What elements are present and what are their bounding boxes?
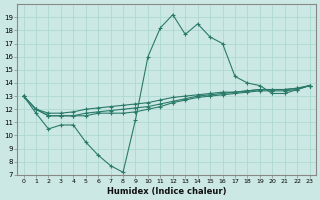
- X-axis label: Humidex (Indice chaleur): Humidex (Indice chaleur): [107, 187, 226, 196]
